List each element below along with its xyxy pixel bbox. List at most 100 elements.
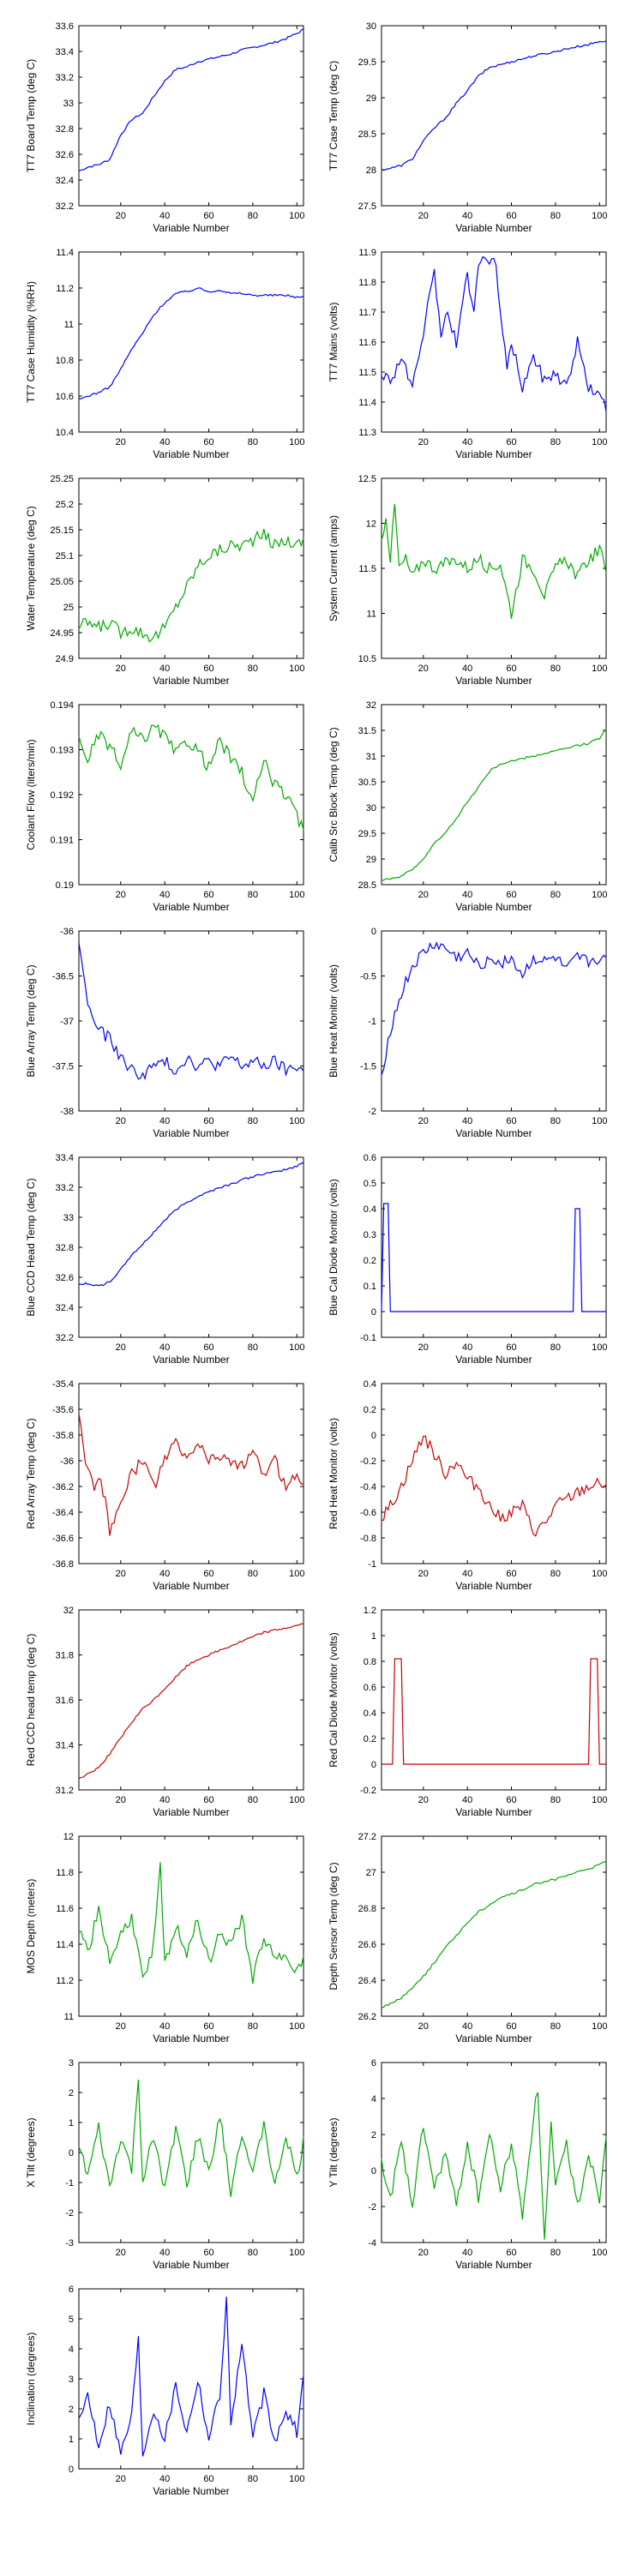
y-tick-label: 0 [69, 2148, 74, 2159]
series-line [78, 1862, 304, 1985]
y-tick-label: -1 [65, 2178, 74, 2189]
y-tick-label: 27.2 [358, 1832, 376, 1842]
x-tick-label: 100 [592, 2021, 607, 2032]
y-axis-label: Blue Cal Diode Monitor (volts) [328, 1179, 340, 1315]
y-tick-label: 29 [366, 93, 376, 104]
x-tick-label: 40 [462, 437, 472, 447]
y-tick-label: 26.6 [358, 1940, 376, 1950]
x-tick-label: 100 [289, 2474, 304, 2484]
y-tick-label: -2 [368, 1107, 376, 1117]
x-tick-label: 60 [506, 1116, 516, 1126]
x-tick-label: 40 [159, 1795, 170, 1805]
x-tick-label: 40 [159, 437, 170, 447]
y-tick-label: 0.5 [364, 1179, 376, 1189]
x-tick-label: 60 [506, 1342, 516, 1353]
x-tick-label: 80 [248, 1569, 258, 1579]
y-tick-label: -35.4 [52, 1379, 74, 1390]
x-tick-label: 80 [550, 1795, 561, 1805]
x-tick-label: 40 [462, 2021, 472, 2032]
plot-frame [381, 2062, 607, 2243]
y-tick-label: 33.4 [56, 47, 74, 57]
y-tick-label: -36.8 [52, 1559, 74, 1570]
y-tick-label: 11 [64, 320, 74, 330]
y-tick-label: 32.8 [56, 124, 74, 135]
x-tick-label: 60 [203, 1569, 213, 1579]
y-tick-label: 1 [69, 2435, 74, 2445]
x-axis-label: Variable Number [455, 1806, 532, 1818]
plot-frame [381, 1609, 607, 1791]
x-tick-label: 20 [116, 1342, 126, 1353]
y-tick-label: 33 [63, 99, 74, 109]
chart-15: 31.2 31.4 31.6 31.8 32 20 40 60 80 100 Variable Nu… [25, 1606, 304, 1818]
y-tick-label: 6 [69, 2285, 74, 2295]
x-tick-label: 80 [248, 2021, 258, 2032]
x-tick-label: 20 [116, 211, 126, 221]
series-line [381, 728, 607, 881]
y-tick-label: 32 [63, 1606, 74, 1616]
y-tick-label: 3 [69, 2058, 74, 2069]
x-axis-label: Variable Number [455, 222, 532, 234]
y-tick-label: -36 [60, 927, 74, 937]
y-tick-label: 25.25 [50, 474, 74, 484]
y-tick-label: 25 [63, 603, 74, 613]
y-tick-label: 31.6 [56, 1696, 74, 1706]
y-tick-label: 0.2 [364, 1405, 376, 1415]
y-tick-label: 0.193 [50, 746, 74, 756]
y-tick-label: 29.5 [358, 57, 376, 68]
y-tick-label: -0.5 [360, 972, 376, 982]
x-tick-label: 60 [203, 2248, 213, 2258]
x-tick-label: 100 [289, 664, 304, 674]
y-axis-label: Coolant Flow (liters/min) [25, 739, 37, 850]
chart-12: -0.1 0 0.1 0.2 0.3 0.4 0.5 0.6 20 40 60 80 100 Variab… [328, 1153, 607, 1366]
y-tick-label: 25.2 [56, 500, 74, 510]
y-tick-label: 10.5 [358, 654, 376, 664]
y-tick-label: 0 [371, 1431, 376, 1441]
y-tick-label: 0 [371, 1307, 376, 1318]
y-tick-label: 11.4 [56, 248, 74, 258]
y-tick-label: 0.2 [364, 1256, 376, 1266]
y-tick-label: 26.2 [358, 2012, 376, 2022]
plot-frame [381, 1835, 607, 2017]
y-tick-label: -36 [60, 1456, 74, 1467]
series-line [78, 1162, 304, 1287]
plot-frame [78, 2288, 304, 2470]
y-tick-label: 31.4 [56, 1741, 74, 1751]
series-line [78, 528, 304, 643]
y-tick-label: 30 [366, 803, 376, 814]
x-tick-label: 100 [289, 211, 304, 221]
y-tick-label: 0.19 [56, 880, 74, 891]
y-tick-label: 11.2 [56, 284, 74, 294]
x-tick-label: 20 [418, 890, 429, 900]
y-tick-label: 24.9 [56, 654, 74, 664]
y-tick-label: 11.4 [56, 1940, 74, 1950]
x-tick-label: 40 [462, 664, 472, 674]
x-axis-label: Variable Number [455, 901, 532, 913]
y-tick-label: 33.6 [56, 21, 74, 32]
y-tick-label: -38 [60, 1107, 74, 1117]
y-tick-label: 31 [366, 752, 376, 762]
series-line [78, 287, 304, 399]
y-tick-label: -4 [368, 2238, 376, 2249]
x-tick-label: 20 [418, 1116, 429, 1126]
y-tick-label: -37.5 [52, 1062, 74, 1072]
plot-frame [78, 477, 304, 659]
x-tick-label: 40 [462, 2248, 472, 2258]
x-axis-label: Variable Number [455, 1354, 532, 1366]
y-tick-label: -0.2 [360, 1786, 376, 1796]
chart-1: 32.2 32.4 32.6 32.8 33 33.2 33.4 33.6 20 40 60 80 10… [25, 21, 304, 234]
x-tick-label: 80 [248, 2474, 258, 2484]
x-tick-label: 60 [506, 1795, 516, 1805]
x-tick-label: 100 [289, 2021, 304, 2032]
y-tick-label: 3 [69, 2375, 74, 2385]
chart-17: 11 11.2 11.4 11.6 11.8 12 20 40 60 80 100 Variable … [25, 1832, 304, 2045]
x-tick-label: 100 [289, 1569, 304, 1579]
chart-20: -4 -2 0 2 4 6 20 40 60 80 100 Variable Number Y Tilt… [328, 2058, 607, 2271]
x-tick-label: 60 [506, 2248, 516, 2258]
y-tick-label: -3 [65, 2238, 74, 2249]
y-tick-label: 11.6 [56, 1904, 74, 1914]
x-tick-label: 80 [248, 1795, 258, 1805]
x-axis-label: Variable Number [153, 2033, 229, 2045]
y-tick-label: 0.8 [364, 1657, 376, 1667]
y-tick-label: 11.4 [358, 398, 376, 408]
y-tick-label: 11.8 [56, 1868, 74, 1878]
